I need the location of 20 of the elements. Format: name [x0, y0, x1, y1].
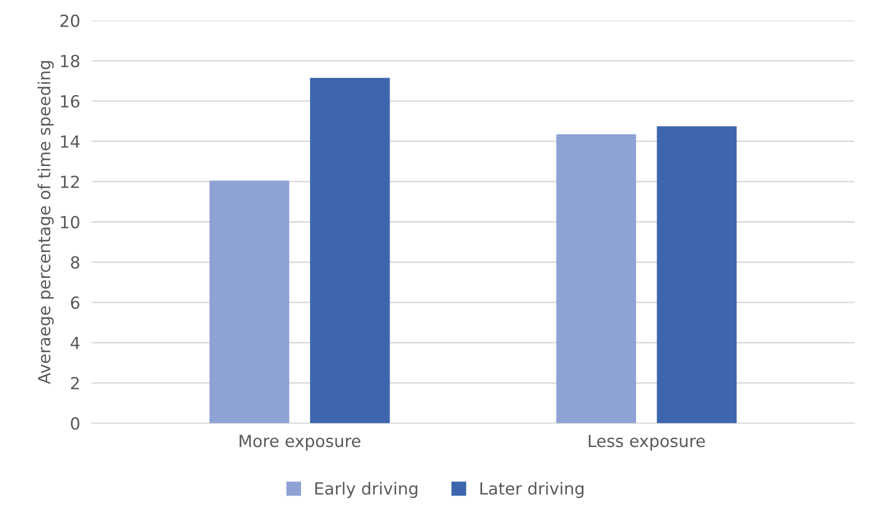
y-tick-label: 2: [71, 376, 79, 390]
bar: [556, 134, 636, 424]
x-tick-label: Less exposure: [588, 434, 705, 450]
y-tick-label: 20: [60, 14, 80, 28]
legend-label: Early driving: [315, 482, 418, 498]
y-tick-label: 6: [71, 296, 80, 309]
y-tick-label: 4: [70, 336, 80, 350]
x-tick-label: More exposure: [240, 434, 360, 450]
y-tick-label: 10: [61, 216, 80, 228]
y-tick-label: 16: [61, 95, 80, 108]
bar: [310, 78, 390, 424]
y-tick-label: 0: [70, 417, 80, 430]
y-tick-label: 8: [70, 256, 80, 269]
bar: [656, 126, 737, 424]
y-axis-title: Averaege percentage of time speeding: [38, 61, 54, 384]
y-tick-label: 14: [61, 136, 80, 148]
y-tick-label: 18: [61, 54, 80, 68]
y-tick-label: 12: [61, 176, 79, 188]
bar: [209, 180, 290, 424]
legend-label: Later driving: [480, 482, 584, 498]
